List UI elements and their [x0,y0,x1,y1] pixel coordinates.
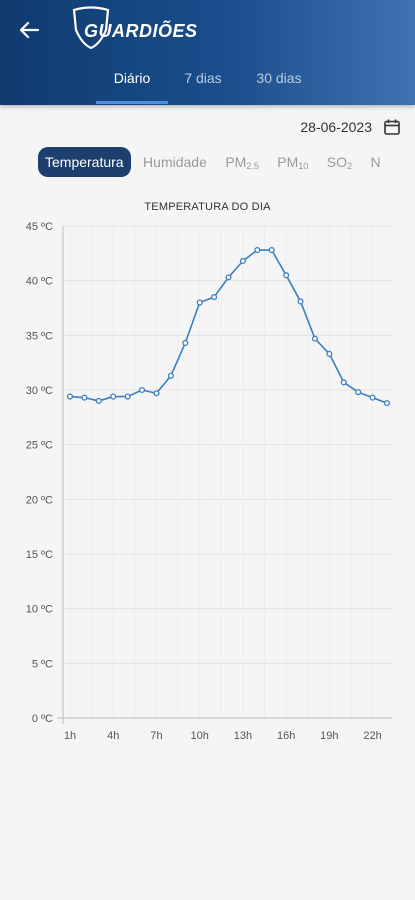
x-tick-label: 16h [277,730,295,742]
data-point [95,397,102,404]
back-button[interactable] [14,16,44,44]
series-line [69,249,388,404]
data-point [239,257,246,265]
data-point [297,298,304,305]
selected-date[interactable]: 28-06-2023 [300,119,372,135]
app-logo: GUARDIÕES [70,6,200,50]
y-tick-label: 0 ºC [32,713,53,725]
active-tab-indicator [96,101,168,104]
data-point [153,390,160,397]
y-tick-label: 25 ºC [26,440,53,452]
data-point [326,350,333,357]
data-point [182,339,189,347]
tab-7-days[interactable]: 7 dias [184,70,222,86]
data-point [110,393,117,400]
chip-temperatura[interactable]: Temperatura [38,147,131,177]
metric-chips: Temperatura Humidade PM2.5 PM10 SO2 N [38,147,415,179]
data-point [167,372,174,379]
chip-n[interactable]: N [370,154,381,170]
shield-icon [72,6,110,50]
tab-30-days[interactable]: 30 dias [256,70,302,86]
data-point [138,386,146,394]
tab-daily[interactable]: Diário [113,70,151,86]
x-tick-label: 4h [107,730,119,742]
y-tick-label: 20 ºC [26,494,53,506]
data-point [81,394,88,401]
data-point [340,379,347,386]
y-tick-label: 40 ºC [26,276,53,288]
x-tick-label: 7h [150,730,162,742]
data-point [254,247,261,254]
y-tick-label: 45 ºC [26,221,53,233]
data-point [196,299,203,306]
temperature-chart: 0 ºC 5 ºC 10 ºC 15 ºC 20 ºC 25 ºC 30 ºC 35 ºC 40… [26,221,392,742]
y-tick-label: 30 ºC [26,385,53,397]
arrow-left-icon [19,21,39,39]
x-tick-label: 13h [234,730,252,742]
app-header: GUARDIÕES Diário 7 dias 30 dias [0,0,415,105]
x-tick-label: 1h [64,730,76,742]
date-selector: 28-06-2023 [0,115,415,139]
y-tick-label: 10 ºC [26,604,53,616]
x-tick-label: 19h [320,730,338,742]
y-tick-label: 35 ºC [26,330,53,342]
data-point [355,389,362,396]
chart-title: TEMPERATURA DO DIA [144,201,271,213]
chip-pm25[interactable]: PM2.5 [225,154,259,171]
data-point [283,272,290,279]
y-tick-label: 15 ºC [26,549,53,561]
tab-bar: Diário 7 dias 30 dias [0,60,415,105]
x-tick-label: 10h [191,730,209,742]
y-tick-label: 5 ºC [32,658,53,670]
data-point [311,335,319,342]
calendar-icon[interactable] [383,118,401,136]
data-point [225,274,232,281]
chip-so2[interactable]: SO2 [326,154,353,171]
data-point [124,393,131,400]
data-point [369,394,376,401]
data-point [383,400,391,407]
data-point [211,294,218,301]
chip-pm10[interactable]: PM10 [277,154,309,171]
data-point [66,393,74,400]
x-tick-label: 22h [363,730,381,742]
data-point [268,247,275,254]
chip-humidade[interactable]: Humidade [143,154,207,170]
logo-text: GUARDIÕES [84,21,198,41]
